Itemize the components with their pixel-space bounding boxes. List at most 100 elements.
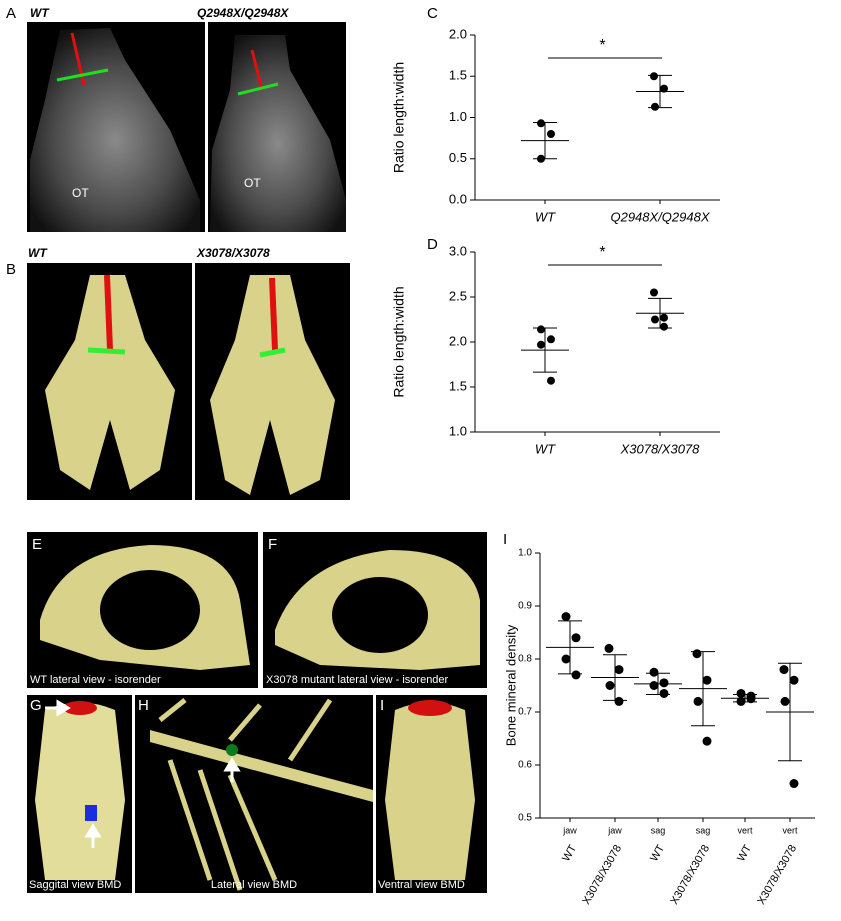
image-annotation: OT xyxy=(244,176,261,190)
data-point xyxy=(650,288,658,297)
data-point xyxy=(651,102,659,111)
y-axis-label: Bone mineral density xyxy=(503,624,518,746)
data-point xyxy=(789,779,799,789)
data-point xyxy=(660,84,668,93)
panel-label: B xyxy=(6,261,16,278)
genotype-label: WT xyxy=(28,246,48,260)
y-tick-label: 2.0 xyxy=(449,26,467,41)
data-point xyxy=(571,670,581,680)
image-annotation: OT xyxy=(72,186,89,200)
y-tick-label: 1.0 xyxy=(518,548,532,559)
x-tick-label: Q2948X/Q2948X xyxy=(610,209,710,224)
data-point xyxy=(779,665,789,675)
x-tick-label: X3078/X3078 xyxy=(755,843,799,907)
panel-label: G xyxy=(30,697,42,714)
y-tick-label: 1.0 xyxy=(449,109,467,124)
y-tick-label: 2.0 xyxy=(449,333,467,348)
image-caption: Ventral view BMD xyxy=(378,879,465,891)
data-point xyxy=(736,688,746,698)
data-point xyxy=(561,612,571,622)
data-point xyxy=(659,678,669,688)
y-tick-label: 1.0 xyxy=(449,423,467,438)
data-point xyxy=(660,322,668,331)
group-label: sag xyxy=(696,825,711,835)
image-caption: WT lateral view - isorender xyxy=(30,674,161,686)
y-tick-label: 2.5 xyxy=(449,288,467,303)
data-point xyxy=(604,643,614,653)
y-tick-label: 0.9 xyxy=(518,601,532,612)
data-point xyxy=(537,119,545,128)
y-tick-label: 0.6 xyxy=(518,760,532,771)
data-point xyxy=(547,130,555,138)
genotype-label: X3078/X3078 xyxy=(196,246,270,260)
data-point xyxy=(789,675,799,685)
significance-marker: * xyxy=(599,37,605,54)
data-point xyxy=(649,681,659,690)
x-tick-label: WT xyxy=(560,843,579,864)
y-axis-label: Ratio length:width xyxy=(391,62,407,173)
panel-label: H xyxy=(138,697,149,714)
y-tick-label: 1.5 xyxy=(449,378,467,393)
panel-label: I xyxy=(503,531,507,548)
image-caption: X3078 mutant lateral view - isorender xyxy=(266,674,449,686)
group-label: vert xyxy=(737,825,753,835)
arrows xyxy=(45,699,241,848)
data-point xyxy=(659,688,669,698)
data-point xyxy=(702,675,712,685)
y-tick-label: 0.7 xyxy=(518,707,532,718)
data-point xyxy=(614,665,624,675)
data-point xyxy=(650,72,658,81)
data-point xyxy=(537,340,545,349)
data-point xyxy=(537,154,545,163)
data-point xyxy=(693,696,703,706)
data-point xyxy=(780,696,790,706)
panel-efghi-images xyxy=(27,532,487,893)
data-point xyxy=(605,681,615,690)
y-axis-label: Ratio length:width xyxy=(391,286,407,397)
panel-label: D xyxy=(427,236,438,253)
x-tick-label: WT xyxy=(735,843,754,864)
y-tick-label: 0.5 xyxy=(449,150,467,165)
x-tick-label: WT xyxy=(648,843,667,864)
data-point xyxy=(561,654,571,664)
data-point xyxy=(614,696,624,706)
data-point xyxy=(702,736,712,746)
y-tick-label: 3.0 xyxy=(449,243,467,258)
panel-label: C xyxy=(427,5,438,22)
group-label: vert xyxy=(782,825,798,835)
group-label: sag xyxy=(651,825,666,835)
data-point xyxy=(649,667,659,677)
panel-a-images xyxy=(27,22,346,232)
data-point xyxy=(571,633,581,643)
panel-label: I xyxy=(380,697,384,714)
genotype-label: WT xyxy=(30,6,50,20)
y-tick-label: 0.8 xyxy=(518,654,532,665)
data-point xyxy=(547,335,555,344)
data-point xyxy=(547,376,555,385)
group-label: jaw xyxy=(607,825,622,835)
image-caption: Lateral view BMD xyxy=(211,879,297,891)
data-point xyxy=(746,694,756,704)
x-tick-label: WT xyxy=(535,209,556,224)
data-point xyxy=(537,325,545,334)
y-tick-label: 0.0 xyxy=(449,191,467,206)
data-point xyxy=(692,649,702,659)
panel-label: F xyxy=(268,536,277,553)
x-tick-label: X3078/X3078 xyxy=(580,843,624,907)
genotype-label: Q2948X/Q2948X xyxy=(197,6,289,20)
x-tick-label: X3078/X3078 xyxy=(620,441,701,456)
group-label: jaw xyxy=(562,825,577,835)
data-point xyxy=(651,315,659,324)
x-tick-label: WT xyxy=(535,441,556,456)
panel-label: A xyxy=(6,5,16,22)
image-caption: Saggital view BMD xyxy=(29,879,121,891)
panel-b-images xyxy=(27,263,350,500)
data-point xyxy=(736,696,746,706)
y-tick-label: 1.5 xyxy=(449,68,467,83)
x-tick-label: X3078/X3078 xyxy=(668,843,712,907)
panel-label: E xyxy=(32,536,42,553)
y-tick-label: 0.5 xyxy=(518,813,532,824)
significance-marker: * xyxy=(599,244,605,261)
data-point xyxy=(660,313,668,322)
